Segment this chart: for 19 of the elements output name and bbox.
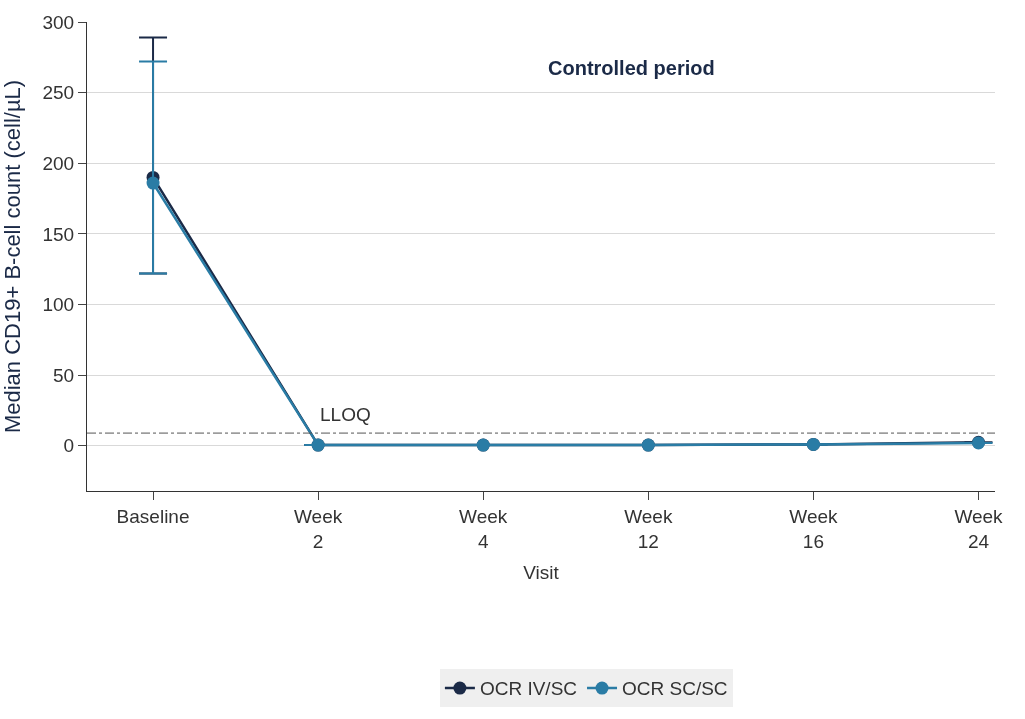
x-tick-label: Week 2 xyxy=(294,505,343,552)
y-tick-label: 150 xyxy=(42,223,75,245)
ref-line-label: LLOQ xyxy=(320,404,371,425)
x-tick-label: Week 16 xyxy=(789,505,839,552)
legend-label: OCR SC/SC xyxy=(622,678,728,700)
x-tick-label: Baseline xyxy=(116,505,190,527)
y-axis-title: Median CD19+ B-cell count (cell/µL) xyxy=(0,79,26,434)
legend-label: OCR IV/SC xyxy=(479,678,578,700)
y-tick-label: 50 xyxy=(53,364,75,386)
y-tick-label: 300 xyxy=(42,11,75,33)
x-tick-label: Week 12 xyxy=(624,505,673,552)
y-tick-label: 200 xyxy=(42,152,75,174)
annotation: Controlled period xyxy=(548,57,715,79)
y-tick-label: 250 xyxy=(42,82,75,104)
y-tick-label: 100 xyxy=(42,294,75,316)
x-tick-label: Week 24 xyxy=(954,505,1004,552)
x-axis-title: Visit xyxy=(523,562,560,584)
x-tick-label: Week 4 xyxy=(459,505,508,552)
y-tick-label: 0 xyxy=(63,435,75,457)
